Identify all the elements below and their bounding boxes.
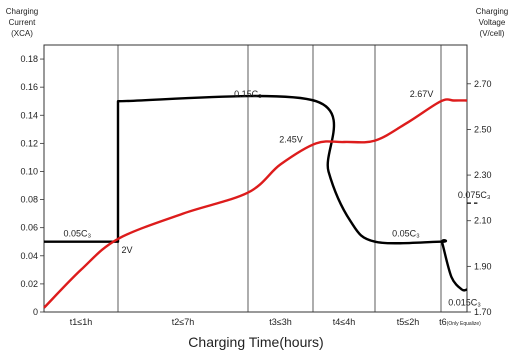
left-axis-title-line2: Current bbox=[9, 18, 36, 27]
right-tick-label: 1.90 bbox=[474, 261, 492, 271]
point-annotation: 0.015C₃ bbox=[448, 298, 481, 308]
left-tick-label: 0.08 bbox=[20, 195, 38, 205]
right-axis-title-line3: (V/cell) bbox=[480, 29, 505, 38]
left-axis-title-line1: Charging bbox=[6, 7, 38, 16]
left-tick-label: 0.02 bbox=[20, 279, 38, 289]
point-annotation: 2V bbox=[122, 245, 133, 255]
phase-label: t1≤1h bbox=[70, 317, 92, 327]
right-tick-label: 2.70 bbox=[474, 79, 492, 89]
left-tick-label: 0.14 bbox=[20, 110, 38, 120]
left-tick-label: 0.10 bbox=[20, 166, 38, 176]
point-annotation: 0.05C₃ bbox=[63, 229, 91, 239]
left-axis: 0 0.02 0.04 0.06 0.08 0.10 0.12 0.14 0.16 0.18 bbox=[20, 54, 44, 317]
right-axis-title-line1: Charging bbox=[476, 7, 508, 16]
point-annotation: 2.45V bbox=[279, 134, 303, 144]
current-series-line bbox=[44, 94, 468, 292]
x-axis-title: Charging Time(hours) bbox=[188, 334, 323, 350]
right-tick-label: 2.30 bbox=[474, 170, 492, 180]
left-tick-label: 0.06 bbox=[20, 223, 38, 233]
point-annotations: 0.05C₃ 0.15C₃ 0.05C₃ 0.015C₃ 0.075C₃ 2V 2.45V 2… bbox=[63, 89, 490, 307]
left-tick-label: 0 bbox=[33, 307, 38, 317]
phase-label: t5≤2h bbox=[397, 317, 419, 327]
phase-label: t3≤3h bbox=[269, 317, 291, 327]
point-annotation: 0.075C₃ bbox=[458, 190, 491, 200]
phase-label: t2≤7h bbox=[172, 317, 194, 327]
voltage-series-line bbox=[43, 98, 468, 309]
right-axis: 1.70 1.90 2.10 2.30 2.50 2.70 bbox=[467, 79, 492, 317]
point-annotation: 2.67V bbox=[410, 89, 434, 99]
point-annotation: 0.15C₃ bbox=[234, 89, 262, 99]
right-tick-label: 1.70 bbox=[474, 307, 492, 317]
plot-frame bbox=[43, 44, 468, 313]
series-lines bbox=[43, 94, 478, 309]
left-axis-title-line3: (XCA) bbox=[11, 29, 33, 38]
right-tick-label: 2.50 bbox=[474, 124, 492, 134]
phase-note: (Only Equalize) bbox=[447, 321, 482, 327]
phase-label: t4≤4h bbox=[333, 317, 355, 327]
phase-dividers bbox=[117, 45, 442, 312]
left-tick-label: 0.18 bbox=[20, 54, 38, 64]
phase-label: t6(Only Equalize) bbox=[439, 317, 481, 327]
left-tick-label: 0.12 bbox=[20, 138, 38, 148]
right-tick-label: 2.10 bbox=[474, 216, 492, 226]
left-tick-label: 0.04 bbox=[20, 251, 38, 261]
left-tick-label: 0.16 bbox=[20, 82, 38, 92]
phase-labels: t1≤1h t2≤7h t3≤3h t4≤4h t5≤2h t6(Only Equaliz… bbox=[70, 317, 481, 327]
point-annotation: 0.05C₃ bbox=[392, 229, 420, 239]
right-axis-title-line2: Voltage bbox=[479, 18, 506, 27]
